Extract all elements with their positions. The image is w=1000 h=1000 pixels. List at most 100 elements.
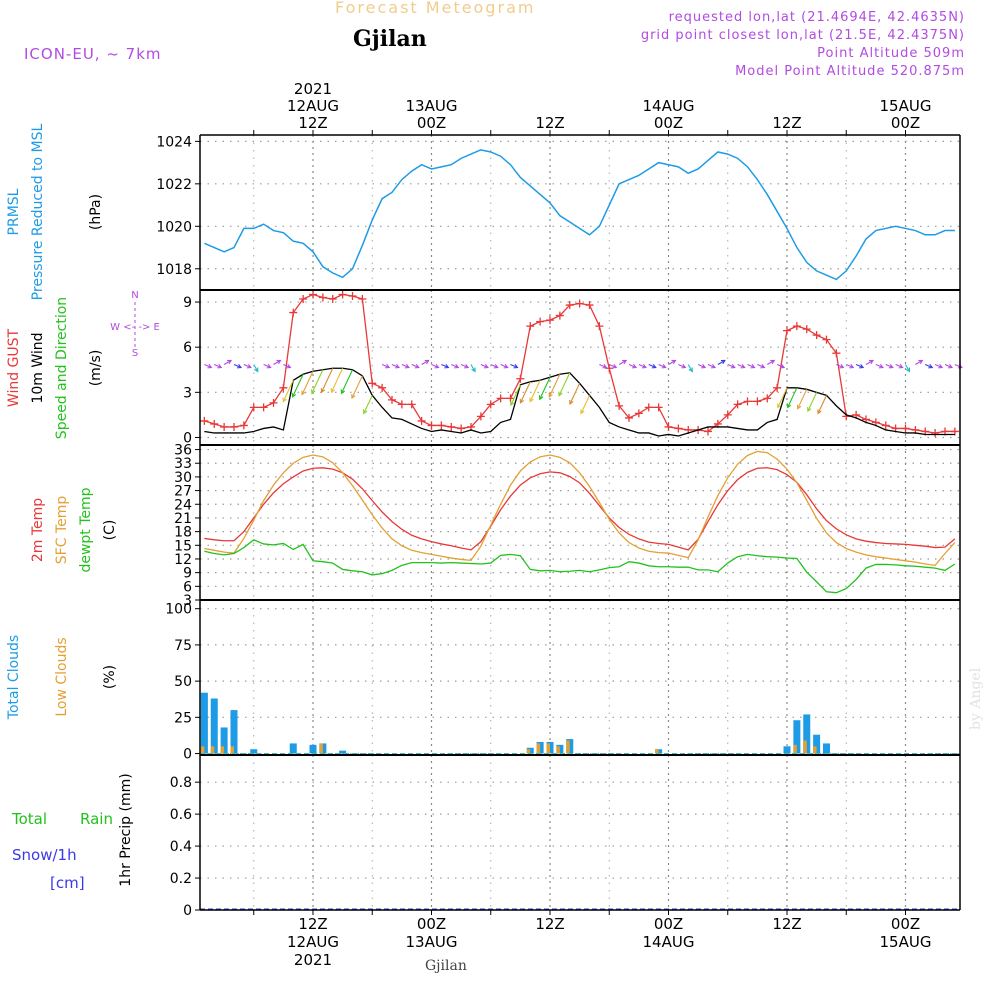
total-cloud-bar	[813, 734, 821, 754]
wind-gust-marker	[259, 403, 268, 412]
wind-arrow-head	[227, 359, 233, 365]
wind-direction-arrow	[451, 363, 459, 368]
wind-arrow-head	[282, 397, 287, 403]
wind-arrow-head	[777, 403, 782, 409]
wind-direction-arrow	[648, 363, 656, 368]
wind-arrow-head	[888, 364, 894, 369]
wind-direction-arrow	[441, 363, 449, 368]
wind-arrow-head	[905, 367, 911, 373]
wind-arrow-head	[548, 392, 553, 398]
wind-direction-arrow	[658, 363, 666, 368]
wind-gust-marker	[299, 295, 308, 304]
clouds-ytick-label: 50	[174, 674, 192, 690]
bottom-time-label: 13AUG	[406, 933, 458, 951]
wind-gust-marker	[397, 400, 406, 409]
wind-direction-arrow	[776, 363, 785, 368]
wind-gust-marker	[437, 421, 446, 430]
temperature-ytick-label: 30	[174, 470, 192, 486]
temperature-ytick-label: 33	[174, 456, 192, 472]
wind-gust-marker	[832, 349, 841, 358]
wind-gust-marker	[506, 394, 515, 403]
wind-direction-arrow	[817, 395, 827, 414]
wind-arrow-head	[839, 364, 845, 369]
wind-gust-marker	[328, 295, 337, 304]
wind-arrow-head	[938, 364, 944, 369]
total-cloud-bar	[309, 744, 317, 754]
wind-arrow-head	[661, 364, 667, 369]
wind-direction-arrow	[638, 363, 647, 368]
wind-gust-marker	[634, 409, 643, 418]
wind-direction-arrow	[311, 369, 324, 394]
wind-arrow-head	[918, 359, 924, 365]
wind-gust-marker	[753, 397, 762, 406]
wind-arrow-head	[770, 359, 776, 365]
wind-direction-arrow	[470, 364, 476, 372]
wind-arrow-head	[780, 364, 786, 369]
top-time-label: 14AUG	[643, 97, 695, 115]
wind-direction-arrow	[558, 372, 571, 396]
wind-arrow-head	[558, 391, 563, 397]
total-cloud-bar	[783, 746, 791, 754]
temperature-ytick-label: 18	[174, 525, 192, 541]
wind-direction-arrow	[628, 363, 637, 368]
temp-2m-line	[204, 467, 956, 551]
top-time-label: 00Z	[654, 114, 683, 132]
wind-direction-arrow	[263, 363, 271, 368]
wind-arrow-head	[612, 364, 618, 369]
wind-direction-arrow	[539, 377, 551, 400]
temp-ylabel-dewpt: dewpt Temp	[78, 487, 94, 572]
wind-arrow-head	[817, 409, 822, 415]
cloud-ylabel-low: Low Clouds	[54, 637, 70, 716]
wind-gust-marker	[595, 322, 604, 331]
wind-gust-marker	[210, 419, 219, 428]
wind-gust-marker	[289, 308, 298, 317]
wind-arrow-head	[849, 364, 855, 369]
wind-arrow-head	[394, 364, 401, 369]
wind-arrow-head	[236, 364, 243, 369]
bottom-time-label: 00Z	[891, 915, 920, 933]
wind-direction-arrow	[895, 363, 903, 368]
low-cloud-bar	[200, 746, 205, 754]
low-cloud-bar	[536, 743, 541, 754]
wind-arrow-head	[363, 409, 368, 415]
wind-gust-marker	[269, 398, 278, 407]
temperature-ytick-label: 27	[174, 484, 192, 500]
clouds-ytick-label: 100	[165, 602, 192, 618]
bottom-time-label: 14AUG	[643, 933, 695, 951]
low-cloud-bar	[556, 746, 560, 754]
wind-gust-marker	[486, 400, 495, 409]
wind-arrow-head	[947, 364, 954, 369]
wind-arrow-head	[464, 364, 470, 369]
wind-arrow-head	[569, 399, 574, 406]
clouds-panel-bg	[200, 600, 960, 755]
wind-direction-arrow	[766, 360, 775, 365]
temperature-ytick-label: 6	[183, 579, 192, 595]
wind-direction-arrow	[905, 364, 910, 372]
temp-ylabel-2m: 2m Temp	[30, 498, 46, 562]
top-time-label: 15AUG	[880, 97, 932, 115]
wind-direction-arrow	[490, 363, 498, 368]
wind-gust-marker	[388, 395, 396, 404]
wind-gust-marker	[881, 421, 890, 430]
wind-direction-arrow	[330, 368, 344, 393]
wind-direction-arrow	[797, 389, 808, 409]
wind-gust-marker	[654, 403, 663, 412]
wind-arrow-head	[859, 364, 865, 369]
wind-gust-marker	[605, 364, 614, 373]
wind-arrow-head	[385, 364, 391, 369]
cloud-ylabel-unit: (%)	[102, 665, 118, 689]
precip-legend-cm: [cm]	[50, 874, 85, 892]
wind-gust-marker	[358, 295, 367, 304]
wind-gust-marker	[249, 403, 258, 412]
wind-arrow-head	[454, 364, 460, 369]
total-cloud-bar	[339, 750, 347, 754]
wind-arrow-head	[796, 404, 802, 410]
pressure-ytick-label: 1024	[156, 134, 192, 150]
wind-arrow-head	[301, 390, 306, 396]
total-cloud-bar	[823, 743, 830, 754]
wind-arrow-head	[602, 364, 608, 369]
wind-direction-arrow	[510, 363, 518, 368]
wind-arrow-head	[246, 364, 252, 369]
total-cloud-bar	[250, 749, 258, 754]
